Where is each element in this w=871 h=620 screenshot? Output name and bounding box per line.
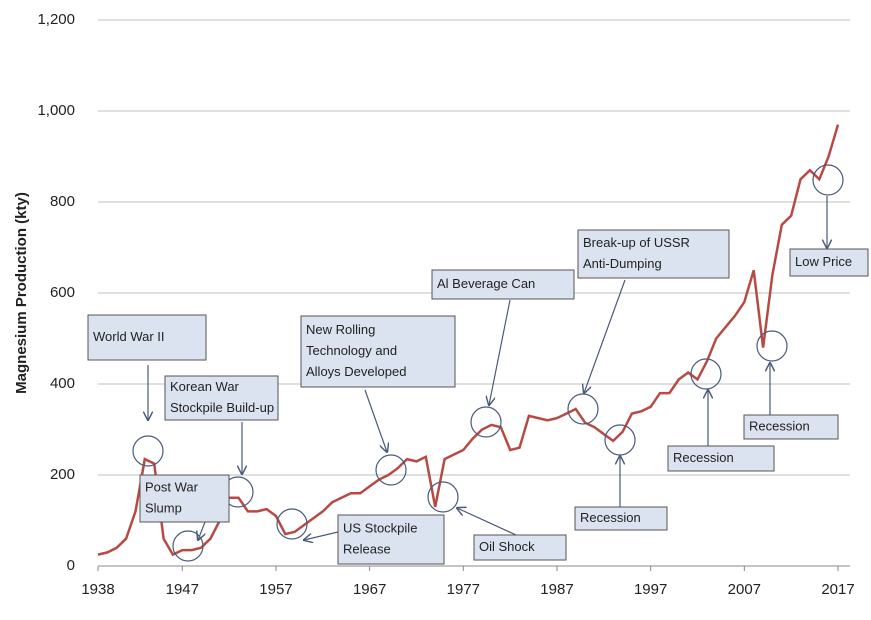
y-axis-label: Magnesium Production (kty): [13, 192, 30, 394]
annotation-text: Post War: [145, 479, 199, 494]
annotation-text: Korean War: [170, 379, 240, 394]
annotation-circle: [470, 406, 502, 438]
annotation-arrow: [364, 389, 387, 452]
annotation-arrow: [198, 521, 205, 540]
annotation-text: Al Beverage Can: [437, 276, 535, 291]
annotation-text: Release: [343, 541, 391, 556]
y-tick-label: 800: [50, 193, 75, 210]
annotation-box: [337, 514, 445, 565]
annotation-text: World War II: [93, 329, 165, 344]
annotation-circle: [567, 393, 599, 425]
x-tick-label: 1957: [259, 581, 292, 598]
annotation-arrow: [304, 531, 339, 540]
annotation-box: [667, 445, 775, 472]
annotation-circle: [172, 530, 204, 562]
y-tick-label: 200: [50, 466, 75, 483]
annotation-circle: [132, 435, 164, 467]
y-tick-label: 400: [50, 375, 75, 392]
x-tick-label: 2017: [821, 581, 854, 598]
x-tick-label: 1997: [634, 581, 667, 598]
annotation-box: [743, 414, 839, 440]
annotation-text: New Rolling: [306, 322, 375, 337]
annotation-text: Anti-Dumping: [583, 256, 662, 271]
x-tick-label: 2007: [728, 581, 761, 598]
annotation-box: [164, 375, 279, 421]
annotation-text: Recession: [673, 450, 734, 465]
annotation-box: [87, 314, 207, 361]
annotation-circle: [375, 454, 407, 486]
annotation-text: Oil Shock: [479, 539, 535, 554]
annotation-box: [139, 474, 230, 523]
annotation-arrow: [489, 299, 511, 405]
annotation-box: [789, 248, 869, 277]
annotation-circle: [812, 164, 844, 196]
annotation-circle: [276, 508, 308, 540]
annotation-text: Slump: [145, 500, 182, 515]
annotation-circle: [604, 424, 636, 456]
annotation-text: Stockpile Build-up: [170, 400, 274, 415]
annotation-text: Alloys Developed: [306, 364, 406, 379]
x-tick-label: 1977: [447, 581, 480, 598]
annotation-box: [577, 229, 730, 279]
annotation-arrow: [584, 279, 626, 393]
y-tick-label: 0: [67, 557, 75, 574]
annotation-box: [473, 534, 567, 561]
x-tick-label: 1947: [166, 581, 199, 598]
y-tick-label: 1,200: [37, 11, 75, 28]
annotation-box: [300, 315, 456, 388]
annotation-text: Recession: [749, 418, 810, 433]
annotation-circle: [427, 481, 459, 513]
x-tick-label: 1987: [540, 581, 573, 598]
x-tick-label: 1967: [353, 581, 386, 598]
annotation-box: [431, 269, 575, 300]
annotation-text: Low Price: [795, 254, 852, 269]
annotation-circle: [756, 330, 788, 362]
annotation-box: [574, 506, 668, 531]
annotation-text: US Stockpile: [343, 520, 417, 535]
annotation-arrow: [457, 508, 517, 536]
y-tick-label: 600: [50, 284, 75, 301]
annotation-text: Technology and: [306, 343, 397, 358]
annotation-text: Break-up of USSR: [583, 235, 690, 250]
y-tick-label: 1,000: [37, 102, 75, 119]
annotation-circle: [690, 358, 722, 390]
x-tick-label: 1938: [81, 581, 114, 598]
annotation-text: Recession: [580, 510, 641, 525]
